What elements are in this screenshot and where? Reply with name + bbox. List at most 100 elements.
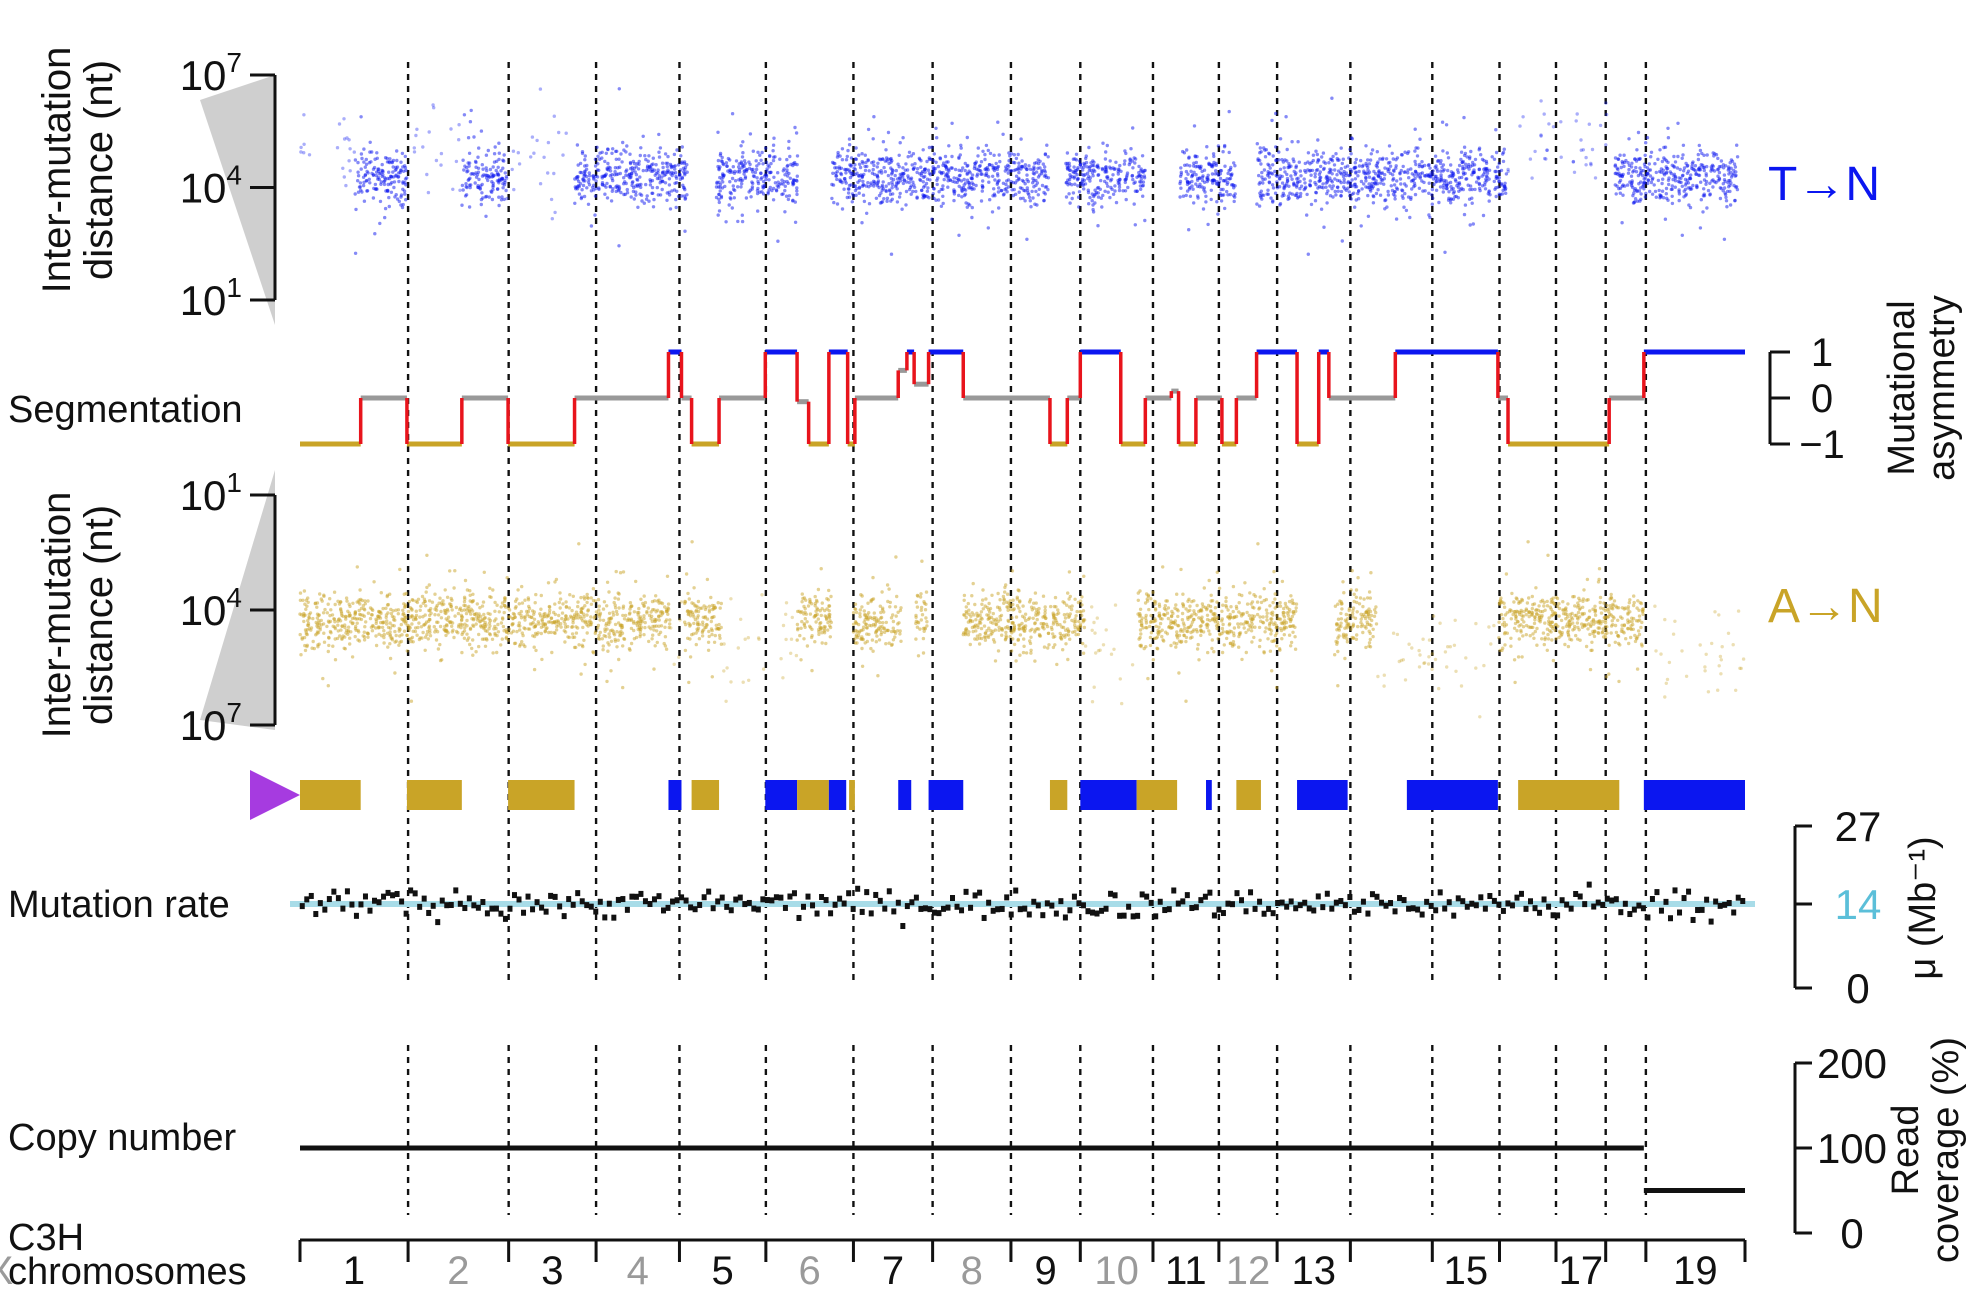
- tn-point: [1099, 196, 1104, 200]
- tn-point: [380, 168, 384, 173]
- tn-point: [681, 183, 685, 187]
- an-point: [652, 599, 657, 603]
- tn-point: [871, 160, 876, 164]
- an-point: [430, 600, 435, 604]
- an-point: [598, 630, 602, 635]
- an-point: [869, 646, 873, 651]
- tn-point: [647, 154, 651, 158]
- tn-point: [952, 188, 956, 192]
- tn-point: [1212, 154, 1216, 159]
- an-point: [651, 633, 655, 637]
- tn-point: [472, 135, 476, 139]
- an-point: [517, 621, 521, 625]
- tn-point: [1086, 176, 1090, 181]
- tn-point: [353, 158, 358, 162]
- an-point: [700, 606, 704, 610]
- tn-point: [961, 166, 965, 170]
- tn-point: [1032, 165, 1036, 169]
- tn-point: [1735, 187, 1740, 192]
- tn-point: [553, 210, 557, 215]
- tn-point: [773, 181, 778, 185]
- tn-point: [1401, 196, 1405, 200]
- an-point: [871, 649, 875, 653]
- an-point: [558, 597, 563, 601]
- tn-point: [1547, 122, 1551, 126]
- tn-point: [744, 169, 749, 173]
- tn-point: [466, 169, 470, 173]
- tn-point: [463, 164, 467, 168]
- an-point: [423, 599, 427, 604]
- tn-point: [1386, 193, 1391, 197]
- tn-point: [1080, 172, 1084, 177]
- tn-point: [394, 173, 398, 177]
- tn-point: [665, 161, 670, 165]
- tn-point: [1277, 177, 1282, 181]
- tn-point: [1698, 148, 1703, 153]
- tn-point: [870, 171, 875, 175]
- tn-point: [356, 174, 361, 178]
- tn-point: [1269, 171, 1273, 175]
- tn-point: [1462, 145, 1467, 149]
- an-point: [388, 621, 392, 625]
- an-point: [354, 624, 358, 629]
- tn-point: [774, 189, 779, 193]
- an-point: [503, 596, 507, 600]
- tn-point: [1725, 189, 1730, 194]
- tn-point: [921, 185, 926, 189]
- tn-point: [1111, 192, 1116, 196]
- tn-point: [375, 156, 379, 160]
- an-point: [809, 626, 813, 630]
- tn-point: [1285, 176, 1290, 181]
- tn-point: [477, 177, 481, 182]
- an-point: [459, 618, 464, 623]
- an-point: [577, 542, 581, 546]
- an-point: [298, 612, 302, 616]
- tn-point: [1604, 143, 1608, 147]
- an-point: [448, 620, 452, 624]
- tn-point: [1528, 157, 1533, 161]
- an-point: [650, 637, 654, 641]
- an-point: [687, 680, 691, 685]
- an-point: [645, 611, 649, 615]
- an-point: [664, 647, 669, 651]
- tn-point: [1022, 188, 1026, 193]
- tn-point: [911, 167, 916, 171]
- tn-point: [783, 188, 787, 193]
- tn-point: [1013, 181, 1018, 185]
- tn-point: [1395, 156, 1400, 160]
- tn-point: [617, 157, 621, 161]
- tn-point: [625, 191, 630, 195]
- tn-point: [1390, 151, 1394, 155]
- an-point: [512, 641, 517, 646]
- tn-point: [1269, 196, 1273, 200]
- tn-point: [1221, 150, 1225, 154]
- tn-point: [388, 157, 392, 161]
- tn-point: [1214, 163, 1219, 167]
- tn-point: [1204, 156, 1209, 160]
- tn-point: [641, 168, 645, 173]
- tn-point: [1386, 189, 1390, 194]
- tn-point: [1681, 173, 1685, 177]
- an-point: [657, 614, 661, 618]
- tn-point: [1341, 157, 1346, 161]
- an-point: [885, 583, 890, 587]
- tn-point: [1688, 205, 1693, 210]
- an-point: [508, 615, 512, 619]
- tn-point: [1431, 172, 1435, 176]
- tn-point: [1035, 203, 1039, 207]
- an-point: [716, 601, 720, 605]
- an-point: [397, 626, 401, 631]
- tn-point: [891, 192, 895, 196]
- tn-point: [614, 185, 618, 189]
- tn-point: [970, 173, 975, 177]
- tn-point: [785, 174, 790, 178]
- an-point: [1003, 638, 1008, 642]
- tn-point: [731, 187, 736, 192]
- tn-point: [1723, 191, 1727, 195]
- tn-point: [1367, 182, 1371, 186]
- tn-point: [879, 191, 883, 195]
- tn-point: [1670, 201, 1675, 206]
- tn-point: [997, 186, 1001, 190]
- tn-point: [385, 156, 389, 161]
- an-point: [468, 642, 472, 647]
